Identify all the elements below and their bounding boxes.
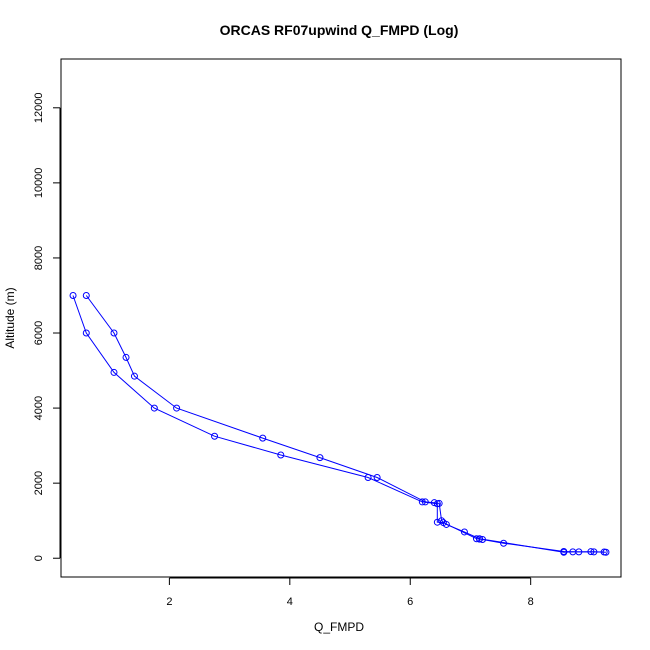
series-line-1 (72, 295, 606, 553)
data-point (460, 528, 468, 536)
y-axis-label: Altitude (m) (3, 287, 17, 348)
y-tick-label: 4000 (33, 396, 45, 420)
data-point (69, 291, 77, 299)
x-tick-label: 2 (166, 596, 172, 608)
data-point (110, 329, 118, 337)
series-layer (69, 291, 610, 556)
y-tick-label: 0 (33, 555, 45, 561)
x-tick-label: 6 (407, 596, 413, 608)
data-point (560, 548, 568, 556)
data-point (433, 518, 441, 526)
data-point (316, 454, 324, 462)
y-tick-label: 12000 (33, 93, 45, 124)
plot-area-border (60, 58, 622, 578)
data-point (173, 404, 181, 412)
data-point (569, 548, 577, 556)
x-axis: 2 4 6 8 (166, 577, 534, 608)
series-line-2 (85, 295, 605, 553)
data-point (122, 353, 130, 361)
x-tick-label: 8 (528, 596, 534, 608)
chart-title: ORCAS RF07upwind Q_FMPD (Log) (220, 22, 459, 38)
data-point (430, 499, 438, 507)
data-point (130, 372, 138, 380)
data-point (259, 434, 267, 442)
data-point (211, 432, 219, 440)
data-point (600, 548, 608, 556)
y-axis: 0 2000 4000 6000 8000 10000 12000 (33, 93, 61, 561)
data-point (82, 291, 90, 299)
data-point (438, 517, 446, 525)
data-point (373, 474, 381, 482)
data-point (110, 368, 118, 376)
data-point (442, 520, 450, 528)
data-point (475, 535, 483, 543)
data-point (277, 451, 285, 459)
x-axis-label: Q_FMPD (314, 620, 364, 634)
data-point (587, 548, 595, 556)
y-tick-label: 2000 (33, 471, 45, 495)
data-point (82, 329, 90, 337)
data-point (435, 499, 443, 507)
y-tick-label: 6000 (33, 321, 45, 345)
x-tick-label: 4 (287, 596, 293, 608)
data-point (421, 498, 429, 506)
y-tick-label: 8000 (33, 246, 45, 270)
data-point (150, 404, 158, 412)
y-tick-label: 10000 (33, 168, 45, 199)
